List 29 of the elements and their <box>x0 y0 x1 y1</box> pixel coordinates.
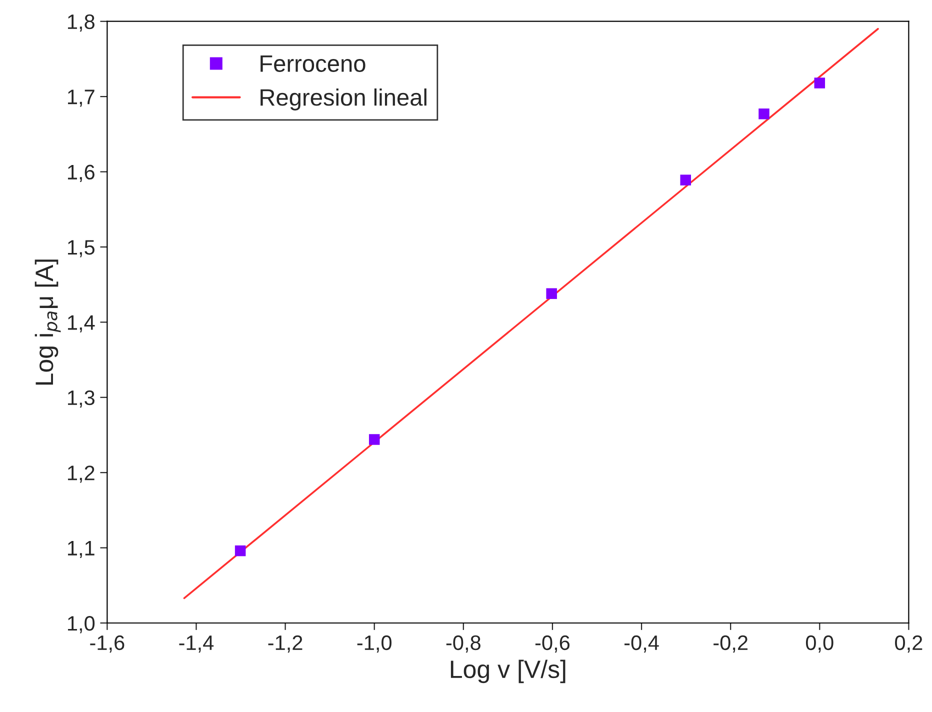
x-tick-label: 0,2 <box>895 635 922 653</box>
point <box>758 108 770 120</box>
y-tick-label: 1,7 <box>68 90 94 107</box>
x-tick-label: -0,8 <box>446 635 480 653</box>
y-tick-label: 1,8 <box>68 14 94 32</box>
point <box>546 288 557 299</box>
x-tick-label: -1,6 <box>90 635 124 653</box>
point <box>234 545 246 556</box>
y-tick-label: 1,3 <box>68 390 94 408</box>
point <box>368 434 380 445</box>
x-tick-label: 0,0 <box>806 635 834 653</box>
y-tick-label: 1,6 <box>68 164 94 182</box>
x-axis-title: Log v [V/s] <box>450 660 566 684</box>
point <box>680 174 691 186</box>
legend-label: Regresion lineal <box>260 88 426 110</box>
x-tick-label: -0,4 <box>624 635 659 653</box>
y-axis-title: Log i$_{pa}$μ [A] <box>34 260 61 385</box>
y-tick-label: 1,0 <box>68 616 95 634</box>
x-tick-label: -1,2 <box>268 635 302 653</box>
y-tick-label: 1,5 <box>68 240 95 258</box>
x-tick-label: -1,0 <box>357 635 392 653</box>
x-tick-label: -0,2 <box>714 635 748 653</box>
y-tick-label: 1,2 <box>68 466 94 483</box>
y-tick-label: 1,4 <box>68 315 95 332</box>
y-tick-label: 1,1 <box>68 541 94 558</box>
legend-label: Ferroceno <box>260 56 366 72</box>
point <box>814 78 826 88</box>
x-tick-label: -1,4 <box>179 636 214 653</box>
x-tick-label: -0,6 <box>535 635 570 653</box>
